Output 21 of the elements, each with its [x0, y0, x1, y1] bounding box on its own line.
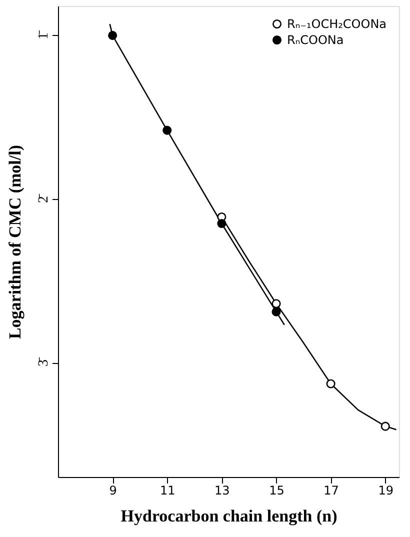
x-tick-label: 19: [378, 484, 394, 498]
point: [162, 126, 172, 135]
legend-label: Rₙ₋₁OCH₂COONa: [287, 17, 387, 31]
point: [326, 379, 336, 388]
y-tick-label: 1̄: [36, 29, 52, 40]
x-tick-label: 11: [160, 484, 176, 498]
line-series: [109, 23, 286, 326]
y-tick-label: 2̄: [36, 192, 52, 203]
point: [380, 422, 390, 431]
y-tick-label: 3̄: [36, 356, 52, 367]
point: [217, 218, 226, 228]
legend-label: RₙCOONa: [287, 33, 344, 47]
x-tick-label: 13: [214, 484, 230, 498]
x-tick-label: 17: [324, 484, 339, 498]
x-tick-label: 15: [269, 484, 284, 498]
point: [272, 307, 281, 316]
point: [272, 299, 281, 308]
x-axis-title: Hydrocarbon chain length (n): [120, 506, 338, 526]
y-axis-title: Logarithm of CMC (mol/l): [6, 144, 24, 340]
point: [108, 30, 118, 40]
x-tick-label: 9: [109, 484, 117, 498]
